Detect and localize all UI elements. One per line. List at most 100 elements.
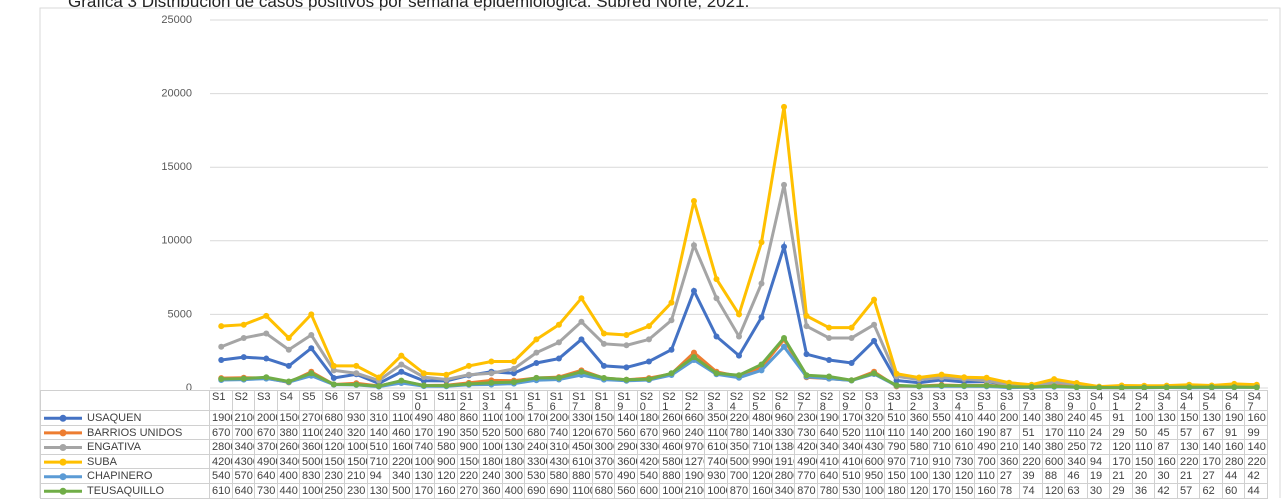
table-cell: 170 [412,425,436,441]
point [488,358,495,365]
x-tick-label: S22 [682,390,706,411]
x-tick-label: S37 [1020,390,1043,411]
point [736,372,742,379]
x-tick-label: S38 [1042,390,1066,411]
point [263,374,270,381]
chart-title: Gráfica 3 Distribución de casos positivo… [68,0,750,11]
table-cell: 24 [1087,425,1111,441]
point [781,181,788,188]
point [353,381,360,388]
point [398,352,405,359]
table-cell: 510 [367,440,391,455]
table-cell: 400 [502,484,526,499]
table-cell: 710 [907,454,931,470]
table-cell: 1200 [570,425,593,441]
table-cell: 580 [435,440,458,455]
point [623,364,630,371]
table-cell: 500 [390,484,413,499]
point [758,367,765,374]
y-tick-label: 0 [186,382,192,394]
table-cell: 680 [525,425,548,441]
table-cell: 680 [322,411,346,426]
table-cell: 150 [1132,454,1156,470]
table-cell: 930 [705,469,728,484]
point [263,312,270,319]
point [510,365,517,372]
y-tick-label: 20000 [161,88,192,100]
table-cell: 99 [1245,425,1268,441]
table-cell: 360 [480,484,503,499]
point [848,377,855,384]
table-cell: 1000 [862,484,886,499]
point [690,349,697,356]
point [826,357,833,364]
table-cell: 160 [975,484,998,499]
table-cell: 190 [435,425,458,441]
table-cell: 51 [1020,425,1043,441]
table-cell: 27 [997,469,1021,484]
table-cell: 1000 [300,484,323,499]
table-cell: 380 [1042,440,1066,455]
x-tick-label: S45 [1200,390,1223,411]
point [623,342,630,349]
table-cell: 4200 [637,454,661,470]
table-cell: 240 [480,469,503,484]
table-cell: 3400 [277,454,301,470]
point [1208,384,1215,391]
table-cell: 1200 [750,469,773,484]
table-cell: 6000 [862,454,886,470]
table-cell: 4300 [547,454,571,470]
point [1073,384,1080,391]
point [375,374,382,381]
table-cell: 150 [885,469,908,484]
table-cell: 3300 [772,425,796,441]
table-cell: 160 [1245,411,1268,426]
point [781,334,788,341]
table-cell: 640 [817,469,841,484]
point [510,358,517,365]
point [690,198,697,205]
table-cell: 560 [615,425,638,441]
table-cell: 45 [1155,425,1178,441]
table-cell: 600 [637,484,661,499]
table-cell: 1900 [682,469,706,484]
table-cell: 150 [1177,411,1201,426]
table-cell: 240 [322,425,346,441]
legend-marker [59,444,67,451]
point [713,295,720,302]
table-cell: 3700 [255,440,278,455]
table-cell: 2600 [660,411,683,426]
table-cell: 440 [975,411,998,426]
point [353,370,360,377]
point [398,377,405,384]
legend-marker [59,473,67,481]
point [555,374,562,381]
table-cell: 57 [1177,484,1201,499]
table-cell: 30 [1155,469,1178,484]
x-tick-label: S5 [300,390,323,411]
point [218,343,225,350]
table-cell: 120 [952,469,976,484]
table-cell: 19 [1087,469,1111,484]
x-tick-label: S35 [975,390,998,411]
table-cell: 400 [277,469,301,484]
point [308,311,315,318]
legend-entry: CHAPINERO [40,469,210,484]
table-cell: 3600 [300,440,323,455]
x-tick-label: S26 [772,390,796,411]
point [916,383,923,390]
table-cell: 9600 [772,411,796,426]
table-cell: 4600 [660,440,683,455]
table-cell: 440 [277,484,301,499]
table-cell: 580 [907,440,931,455]
table-cell: 120 [1110,440,1133,455]
point [983,382,990,389]
table-cell: 91 [1110,411,1133,426]
table-cell: 88 [1042,469,1066,484]
point [893,377,900,384]
table-cell: 250 [322,484,346,499]
point [803,323,810,330]
table-cell: 670 [592,425,616,441]
point [578,336,585,343]
